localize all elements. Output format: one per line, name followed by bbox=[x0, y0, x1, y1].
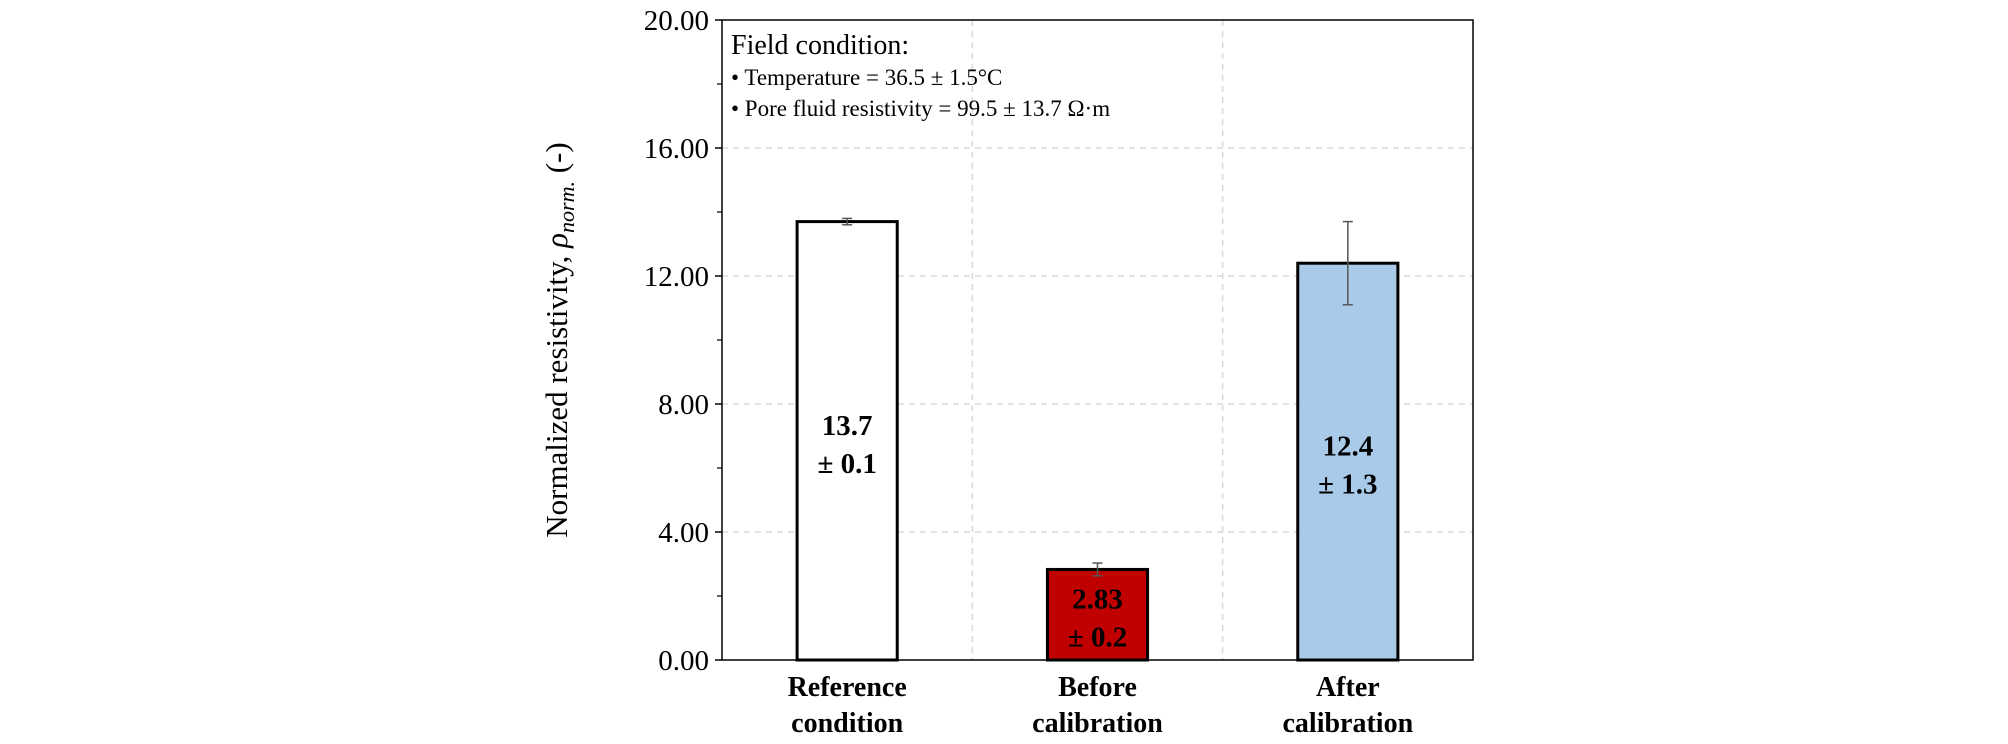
x-axis-categories: Reference condition Before calibration After… bbox=[788, 672, 1414, 739]
y-tick-label: 20.00 bbox=[644, 5, 709, 37]
data-label: ± 0.2 bbox=[1068, 622, 1127, 654]
y-tick-label: 8.00 bbox=[658, 389, 709, 421]
field-condition-note: Field condition: • Temperature = 36.5 ± … bbox=[731, 30, 1110, 121]
bar bbox=[795, 220, 899, 662]
x-category-label: Reference bbox=[788, 672, 907, 703]
data-label: 12.4 bbox=[1322, 431, 1373, 463]
error-bars bbox=[842, 217, 1353, 577]
note-item-temperature: • Temperature = 36.5 ± 1.5°C bbox=[731, 65, 1002, 90]
note-item-pore-fluid: • Pore fluid resistivity = 99.5 ± 13.7 Ω… bbox=[731, 96, 1110, 121]
y-axis-ticks: 0.00 4.00 8.00 12.00 16.00 20.00 bbox=[644, 5, 722, 677]
data-label: 2.83 bbox=[1072, 584, 1123, 616]
y-tick-label: 12.00 bbox=[644, 261, 709, 293]
x-category-label: calibration bbox=[1282, 708, 1413, 739]
y-tick-label: 0.00 bbox=[658, 645, 709, 677]
bar bbox=[1296, 261, 1400, 662]
x-category-label: calibration bbox=[1032, 708, 1163, 739]
x-category-label: condition bbox=[791, 708, 903, 739]
x-category-label: After bbox=[1316, 672, 1380, 703]
x-category-label: Before bbox=[1058, 672, 1137, 703]
data-label: 13.7 bbox=[822, 410, 873, 442]
y-tick-label: 16.00 bbox=[644, 133, 709, 165]
note-title: Field condition: bbox=[731, 30, 909, 61]
y-axis-label: Normalized resistivity, ρnorm. (-) bbox=[539, 142, 579, 537]
data-labels: 13.7 ± 0.1 2.83 ± 0.2 12.4 ± 1.3 bbox=[817, 410, 1377, 654]
data-label: ± 0.1 bbox=[817, 448, 876, 480]
y-tick-label: 4.00 bbox=[658, 517, 709, 549]
bars bbox=[795, 220, 1400, 662]
data-label: ± 1.3 bbox=[1318, 469, 1377, 501]
